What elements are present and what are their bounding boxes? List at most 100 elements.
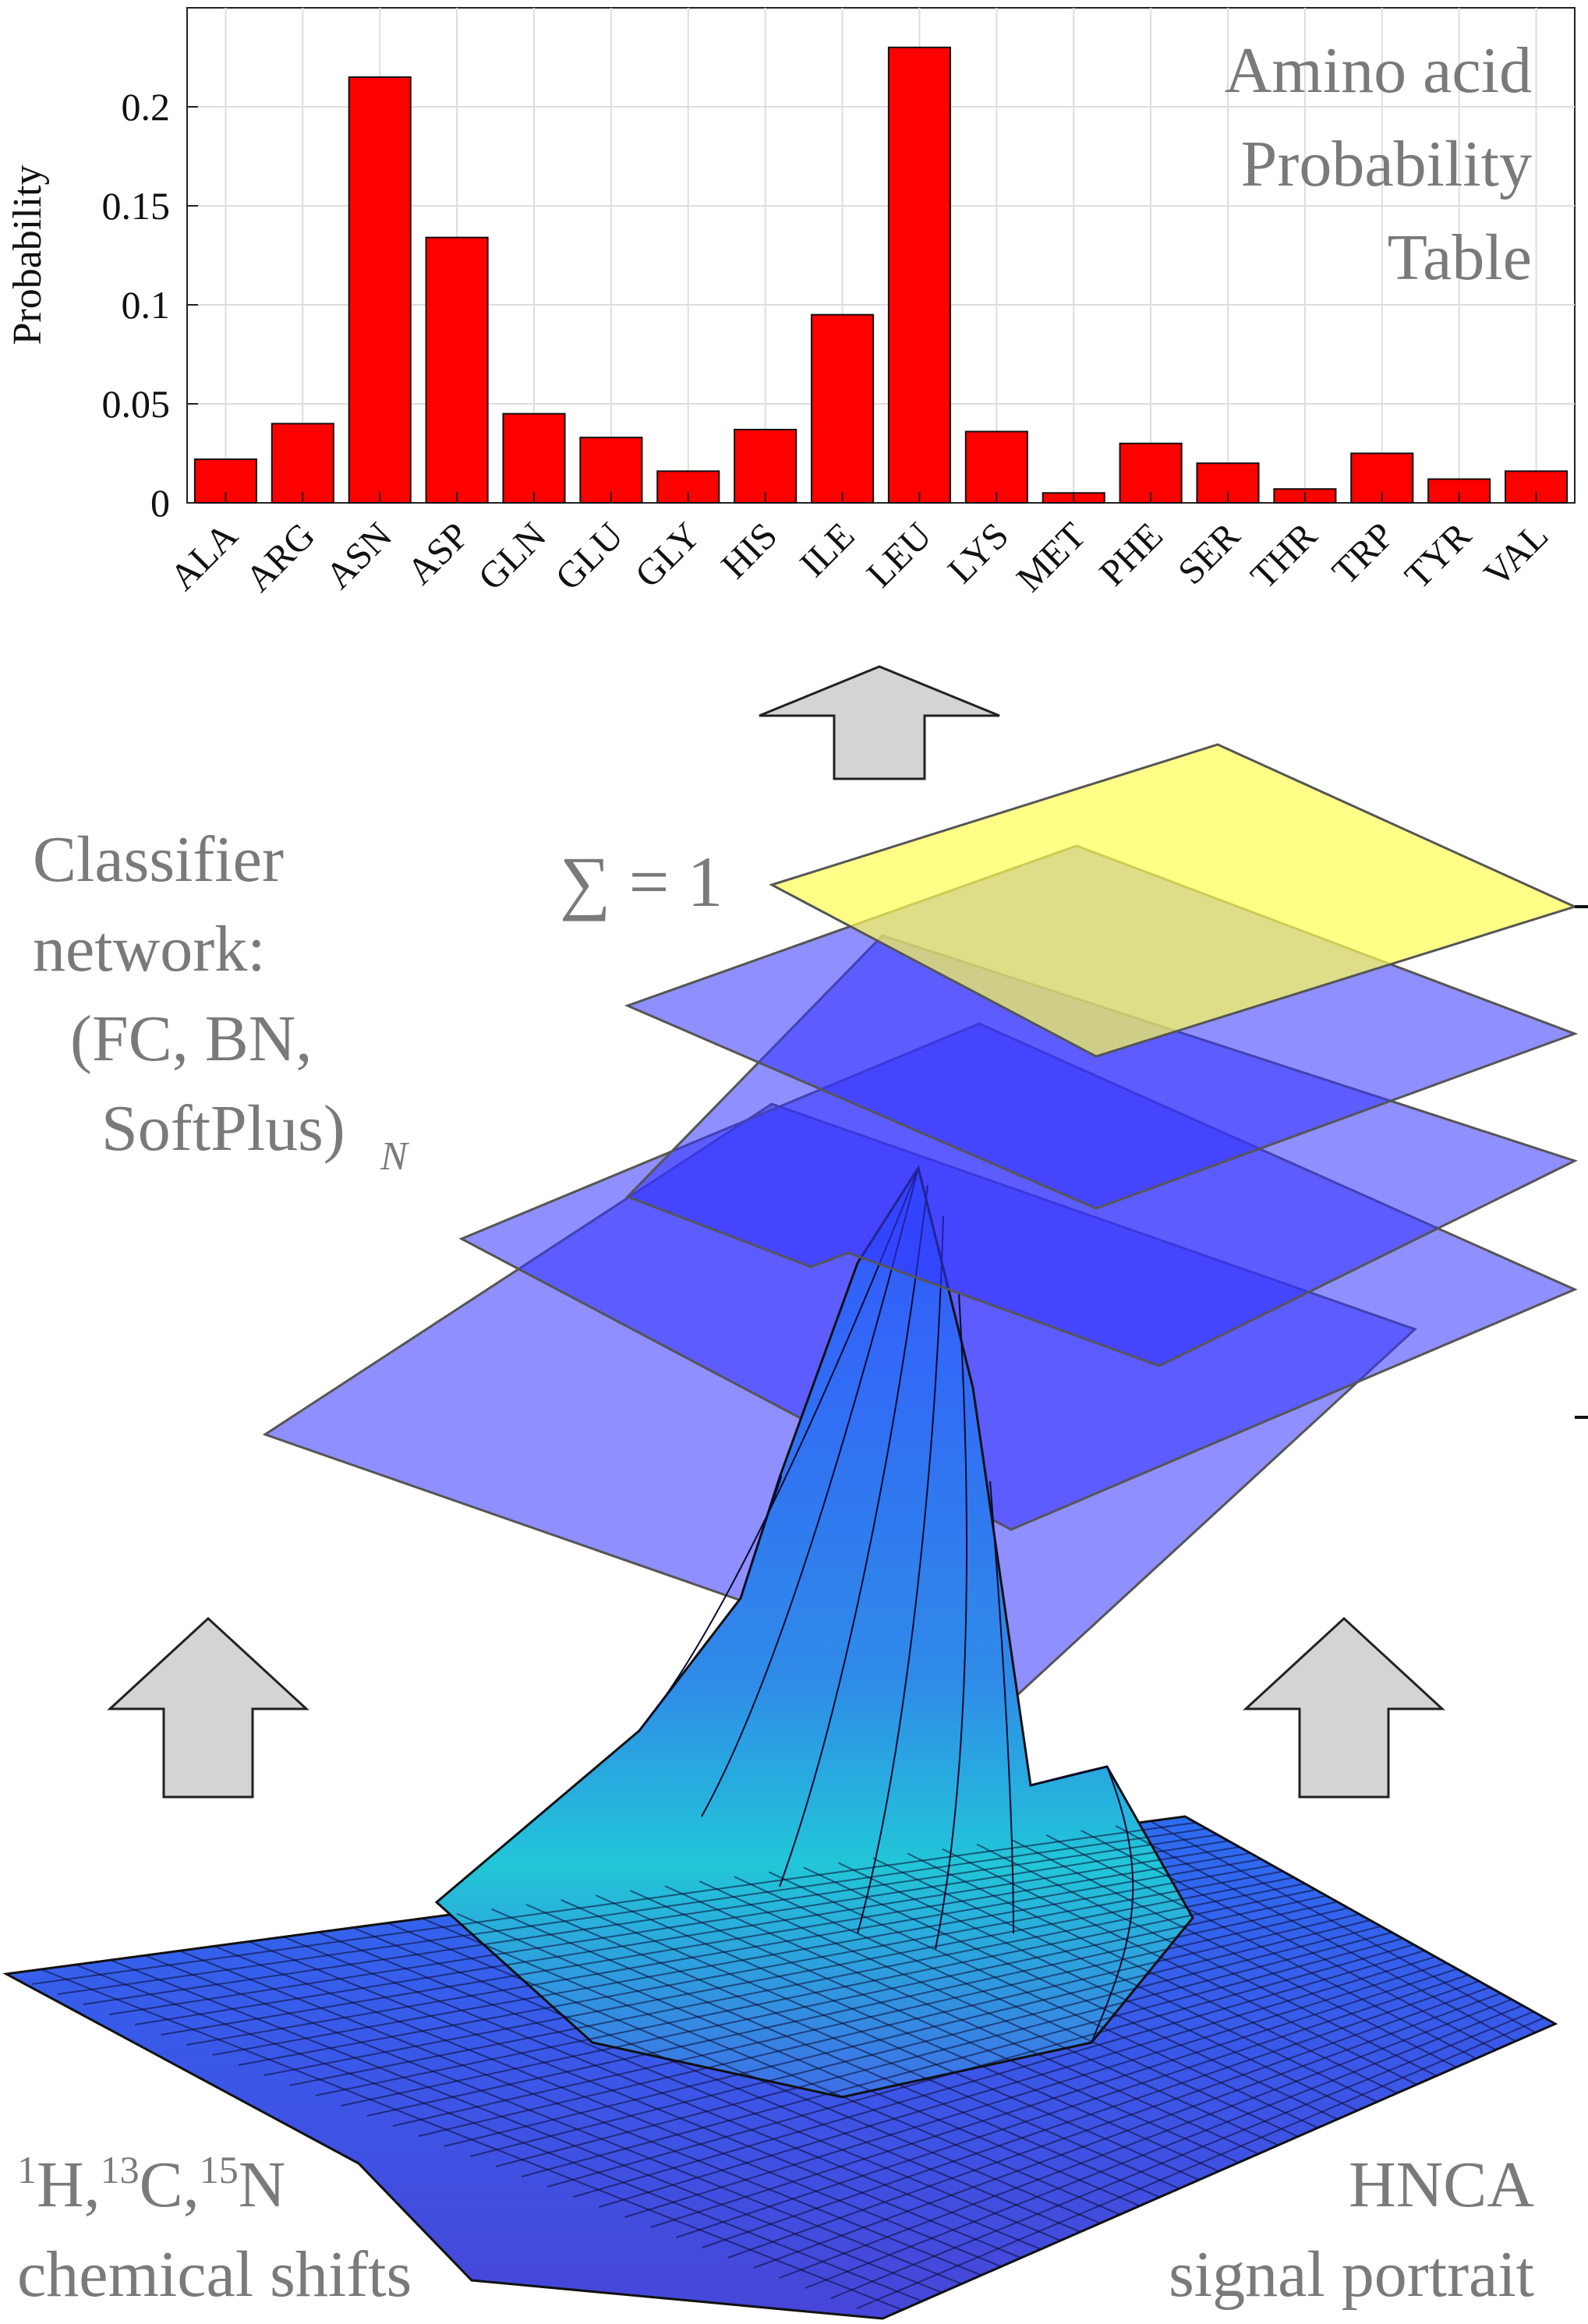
network-output-layer xyxy=(769,743,1579,1058)
x-tick-label: LYS xyxy=(940,515,1017,591)
mesh-ridge-line xyxy=(989,1480,1014,1934)
bar-lys xyxy=(964,430,1028,504)
mesh-line xyxy=(624,1961,1447,2218)
input-c: C, xyxy=(140,2149,200,2221)
output-line-1: HNCA xyxy=(1349,2149,1534,2221)
mesh-line xyxy=(976,1843,1438,2077)
mesh-line xyxy=(676,1974,1469,2238)
surface-mesh-lines xyxy=(31,1167,1545,2311)
mesh-line xyxy=(907,1852,1398,2094)
hnca-signal-surface xyxy=(2,1165,1558,2320)
mesh-line xyxy=(1045,1834,1477,2060)
layer-bracket xyxy=(1575,905,1588,1419)
mesh-line xyxy=(444,1919,1370,2147)
input-sup-15: 15 xyxy=(200,2148,239,2191)
bar-asp xyxy=(425,236,489,504)
mesh-line xyxy=(469,1925,1381,2157)
chart-title-line-2: Probability xyxy=(1241,128,1532,200)
mesh-line xyxy=(630,1890,1240,2163)
mesh-line xyxy=(753,1992,1501,2269)
input-h: H, xyxy=(37,2149,101,2221)
x-tick-label: THR xyxy=(1243,515,1325,596)
mesh-line xyxy=(599,1955,1436,2208)
classifier-line-4: SoftPlus) xyxy=(101,1092,345,1165)
mesh-ridge-line xyxy=(740,1475,782,1599)
y-tick-label: 0.15 xyxy=(102,184,171,228)
mesh-line xyxy=(872,1857,1378,2103)
x-tick-label: ASP xyxy=(399,515,477,592)
y-tick-label: 0 xyxy=(150,481,170,525)
x-tick-label: TYR xyxy=(1397,515,1479,596)
mesh-line xyxy=(734,1876,1299,2138)
x-tick-label: VAL xyxy=(1476,515,1556,595)
input-n: N xyxy=(239,2149,286,2221)
mesh-line xyxy=(1011,1838,1457,2068)
classifier-line-1: Classifier xyxy=(33,823,284,896)
mesh-line xyxy=(1115,1825,1516,2043)
x-tick-label: HIS xyxy=(713,515,785,586)
chart-title-line-3: Table xyxy=(1388,221,1532,294)
input-label: 1H,13C,15N chemical shifts xyxy=(17,2148,412,2311)
mesh-line xyxy=(768,1871,1318,2129)
output-line-2: signal portrait xyxy=(1169,2238,1534,2311)
up-arrow-top-icon xyxy=(759,665,1000,780)
classifier-subscript: N xyxy=(380,1134,410,1179)
bar-arg xyxy=(271,423,334,504)
classifier-layers-front xyxy=(624,743,1588,1419)
chart-plot-area xyxy=(186,7,1576,504)
classifier-line-3: (FC, BN, xyxy=(70,1003,312,1075)
input-nuclei-line: 1H,13C,15N xyxy=(17,2148,285,2221)
x-tick-label: GLN xyxy=(471,515,554,598)
mesh-line xyxy=(573,1950,1425,2198)
y-tick-label: 0.2 xyxy=(122,85,171,129)
bar-his xyxy=(734,429,798,504)
x-tick-label: MET xyxy=(1009,515,1094,600)
input-line-2: chemical shifts xyxy=(17,2238,412,2311)
mesh-line xyxy=(837,1862,1358,2112)
up-arrow-left-icon xyxy=(107,1616,309,1799)
chart-title-line-1: Amino acid xyxy=(1225,34,1532,107)
x-tick-label: ILE xyxy=(792,515,862,585)
classifier-label: Classifier network: (FC, BN, SoftPlus) N xyxy=(33,823,410,1179)
chart-bars xyxy=(193,46,1569,504)
sum-equals-one: ∑ = 1 xyxy=(560,842,723,921)
mesh-line xyxy=(805,2004,1523,2289)
mesh-ridge-line xyxy=(1091,1766,1134,2043)
mesh-line xyxy=(942,1848,1417,2085)
classifier-line-2: network: xyxy=(33,913,266,985)
x-tick-label: GLY xyxy=(628,515,709,596)
x-tick-label: GLU xyxy=(547,515,631,598)
mesh-line xyxy=(702,1980,1480,2248)
up-arrow-right-icon xyxy=(1243,1616,1445,1799)
x-tick-label: SER xyxy=(1170,515,1248,592)
mesh-line xyxy=(495,1931,1392,2167)
mesh-ridge-line xyxy=(779,1184,928,1887)
x-tick-label: TRP xyxy=(1325,515,1402,592)
x-tick-label: ASN xyxy=(318,515,400,596)
input-sup-13: 13 xyxy=(101,2148,140,2191)
bar-ile xyxy=(811,313,875,504)
x-tick-label: ALA xyxy=(162,515,246,598)
mesh-line xyxy=(1080,1829,1497,2051)
bar-leu xyxy=(887,46,952,504)
bar-gln xyxy=(502,412,566,504)
mesh-line xyxy=(727,1986,1491,2259)
mesh-line xyxy=(664,1885,1259,2155)
mesh-line xyxy=(856,2017,1545,2309)
mesh-line xyxy=(650,1968,1458,2228)
mesh-ridge-line xyxy=(935,1293,967,1950)
bar-asn xyxy=(348,76,412,504)
mesh-line xyxy=(699,1880,1279,2146)
x-tick-label: LEU xyxy=(859,515,939,595)
y-tick-label: 0.1 xyxy=(122,283,171,327)
mesh-line xyxy=(830,2011,1534,2299)
chart-y-axis-label: Probability xyxy=(5,164,50,345)
mesh-ridge-line xyxy=(1030,1766,1108,1786)
mesh-line xyxy=(1150,1820,1537,2033)
mesh-line xyxy=(546,1944,1414,2188)
chart-y-ticks: 0 0.05 0.1 0.15 0.2 xyxy=(102,85,198,525)
mesh-line xyxy=(803,1866,1339,2121)
x-tick-label: PHE xyxy=(1091,515,1171,594)
